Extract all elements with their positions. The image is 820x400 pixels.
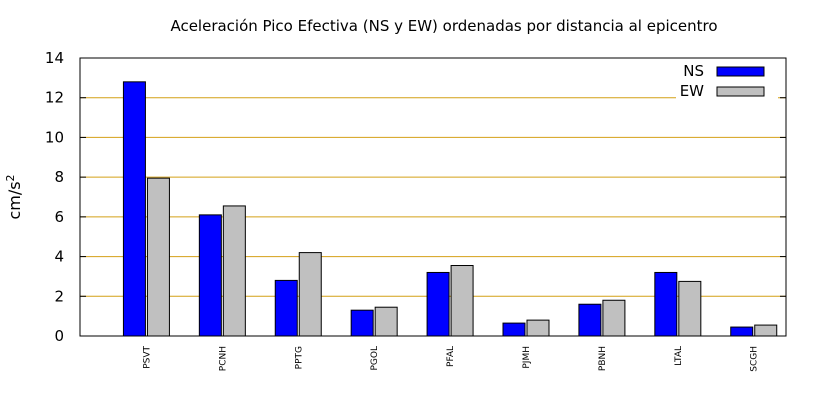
plot-frame: [79, 57, 787, 337]
x-category-label: PCNH: [218, 346, 228, 371]
bar-ew-pjmh: [526, 319, 550, 337]
y-axis-ticks: 0 2 4 6 8 10 12 14: [45, 49, 786, 345]
x-category-label: PFAL: [446, 346, 456, 367]
legend-label: NS: [683, 62, 704, 80]
x-category-label: LTAL: [674, 346, 684, 366]
bar-ns-pbnh: [578, 303, 602, 337]
x-category-label: PBNH: [598, 346, 608, 371]
bar-ns-ltal: [654, 271, 678, 337]
y-tick-label: 12: [45, 89, 64, 107]
bar-ew-pfal: [450, 265, 474, 337]
legend-label: EW: [680, 82, 704, 100]
y-axis-label-superscript: 2: [4, 174, 17, 181]
bar-ew-pbnh: [602, 299, 626, 337]
x-category-label: PGOL: [370, 346, 380, 371]
x-axis-categories: PSVT PCNH PPTG PGOL PFAL PJMH PBNH LTAL SCGH: [142, 346, 759, 372]
x-category-label: PJMH: [522, 346, 532, 369]
legend-swatch-ew: [716, 86, 765, 97]
bar-ew-psvt: [146, 177, 170, 337]
bar-ew-pptg: [298, 252, 322, 337]
bars: [122, 81, 778, 337]
legend-swatch-ns: [716, 66, 765, 77]
y-tick-label: 0: [54, 327, 64, 345]
bar-ns-pgol: [350, 309, 374, 337]
y-axis-label-unit: cm/s: [5, 181, 24, 219]
x-category-label: SCGH: [750, 346, 760, 372]
y-tick-label: 8: [54, 168, 64, 186]
y-axis-label: cm/s2: [4, 174, 24, 219]
chart-title: Aceleración Pico Efectiva (NS y EW) orde…: [170, 17, 717, 35]
bar-ns-psvt: [122, 81, 146, 337]
y-tick-label: 2: [54, 287, 64, 305]
bar-ns-pptg: [274, 279, 298, 337]
y-tick-label: 4: [54, 248, 64, 266]
bar-ew-ltal: [678, 280, 702, 337]
x-category-label: PSVT: [142, 346, 152, 369]
legend: NS EW: [676, 62, 778, 101]
bar-ns-pfal: [426, 271, 450, 337]
bar-ew-pgol: [374, 306, 398, 337]
bar-ew-pcnh: [222, 205, 246, 337]
bar-ew-scgh: [754, 324, 778, 337]
bar-ns-scgh: [730, 326, 754, 337]
x-category-label: PPTG: [294, 346, 304, 369]
y-tick-label: 14: [45, 49, 64, 67]
bar-ns-pcnh: [198, 214, 222, 337]
y-tick-label: 10: [45, 128, 64, 146]
bar-ns-pjmh: [502, 322, 526, 337]
y-tick-label: 6: [54, 208, 64, 226]
grid-lines: [80, 97, 786, 297]
